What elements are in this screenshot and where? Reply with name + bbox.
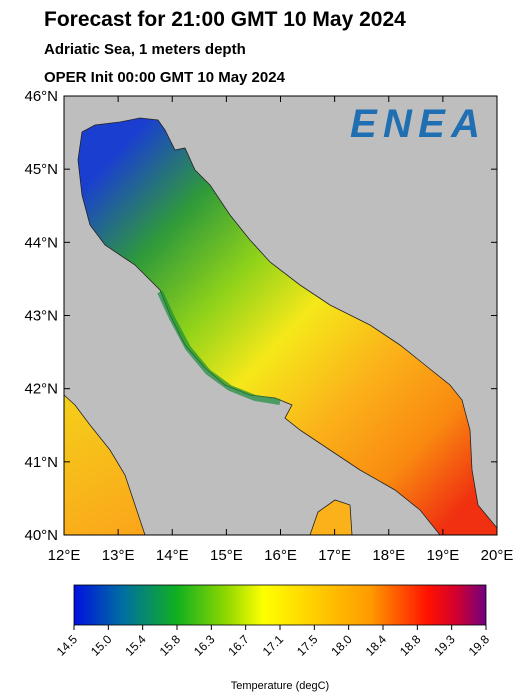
colorbar-label: 15.0 [88, 632, 115, 659]
x-tick-label: 13°E [102, 547, 135, 564]
colorbar-label: 19.3 [431, 632, 458, 659]
colorbar-label: 16.7 [225, 632, 252, 659]
colorbar-label: 17.1 [260, 632, 287, 659]
y-tick-label: 44°N [24, 234, 58, 251]
init-time: OPER Init 00:00 GMT 10 May 2024 [44, 69, 286, 86]
ionian-strip [309, 499, 353, 535]
map-area: ENEA [64, 96, 497, 535]
y-tick-label: 46°N [24, 88, 58, 105]
colorbar-label: 18.4 [363, 632, 390, 659]
x-tick-label: 16°E [264, 547, 297, 564]
colorbar-label: 19.8 [466, 632, 493, 659]
y-tick-label: 45°N [24, 161, 58, 178]
colorbar-label: 18.8 [397, 632, 424, 659]
y-tick-label: 43°N [24, 308, 58, 325]
title: Forecast for 21:00 GMT 10 May 2024 [44, 8, 406, 31]
colorbar-label: 16.3 [191, 632, 218, 659]
tyrrhenian-sea [64, 394, 146, 535]
y-tick-label: 42°N [24, 381, 58, 398]
colorbar-labels: 14.5 15.0 15.4 15.8 16.3 16.7 17.1 17.5 18.0 18.4… [54, 625, 493, 659]
x-tick-label: 20°E [481, 547, 514, 564]
colorbar [73, 584, 487, 626]
x-tick-label: 14°E [156, 547, 189, 564]
axis-ticks: 12°E 13°E 14°E 15°E 16°E 17°E 18°E 19°E 20°E 46°N… [24, 88, 513, 564]
x-tick-label: 18°E [372, 547, 405, 564]
colorbar-label: 15.4 [122, 632, 149, 659]
colorbar-label: 18.0 [328, 632, 355, 659]
y-tick-label: 41°N [24, 454, 58, 471]
colorbar-label: 14.5 [54, 632, 81, 659]
x-tick-label: 12°E [48, 547, 81, 564]
coastal-band [157, 290, 281, 405]
x-tick-label: 17°E [318, 547, 351, 564]
x-tick-label: 15°E [210, 547, 243, 564]
colorbar-label: 17.5 [294, 632, 321, 659]
subtitle: Adriatic Sea, 1 meters depth [44, 41, 246, 58]
y-tick-label: 40°N [24, 527, 58, 544]
colorbar-title: Temperature (degC) [231, 680, 329, 692]
colorbar-label: 15.8 [157, 632, 184, 659]
x-tick-label: 19°E [427, 547, 460, 564]
